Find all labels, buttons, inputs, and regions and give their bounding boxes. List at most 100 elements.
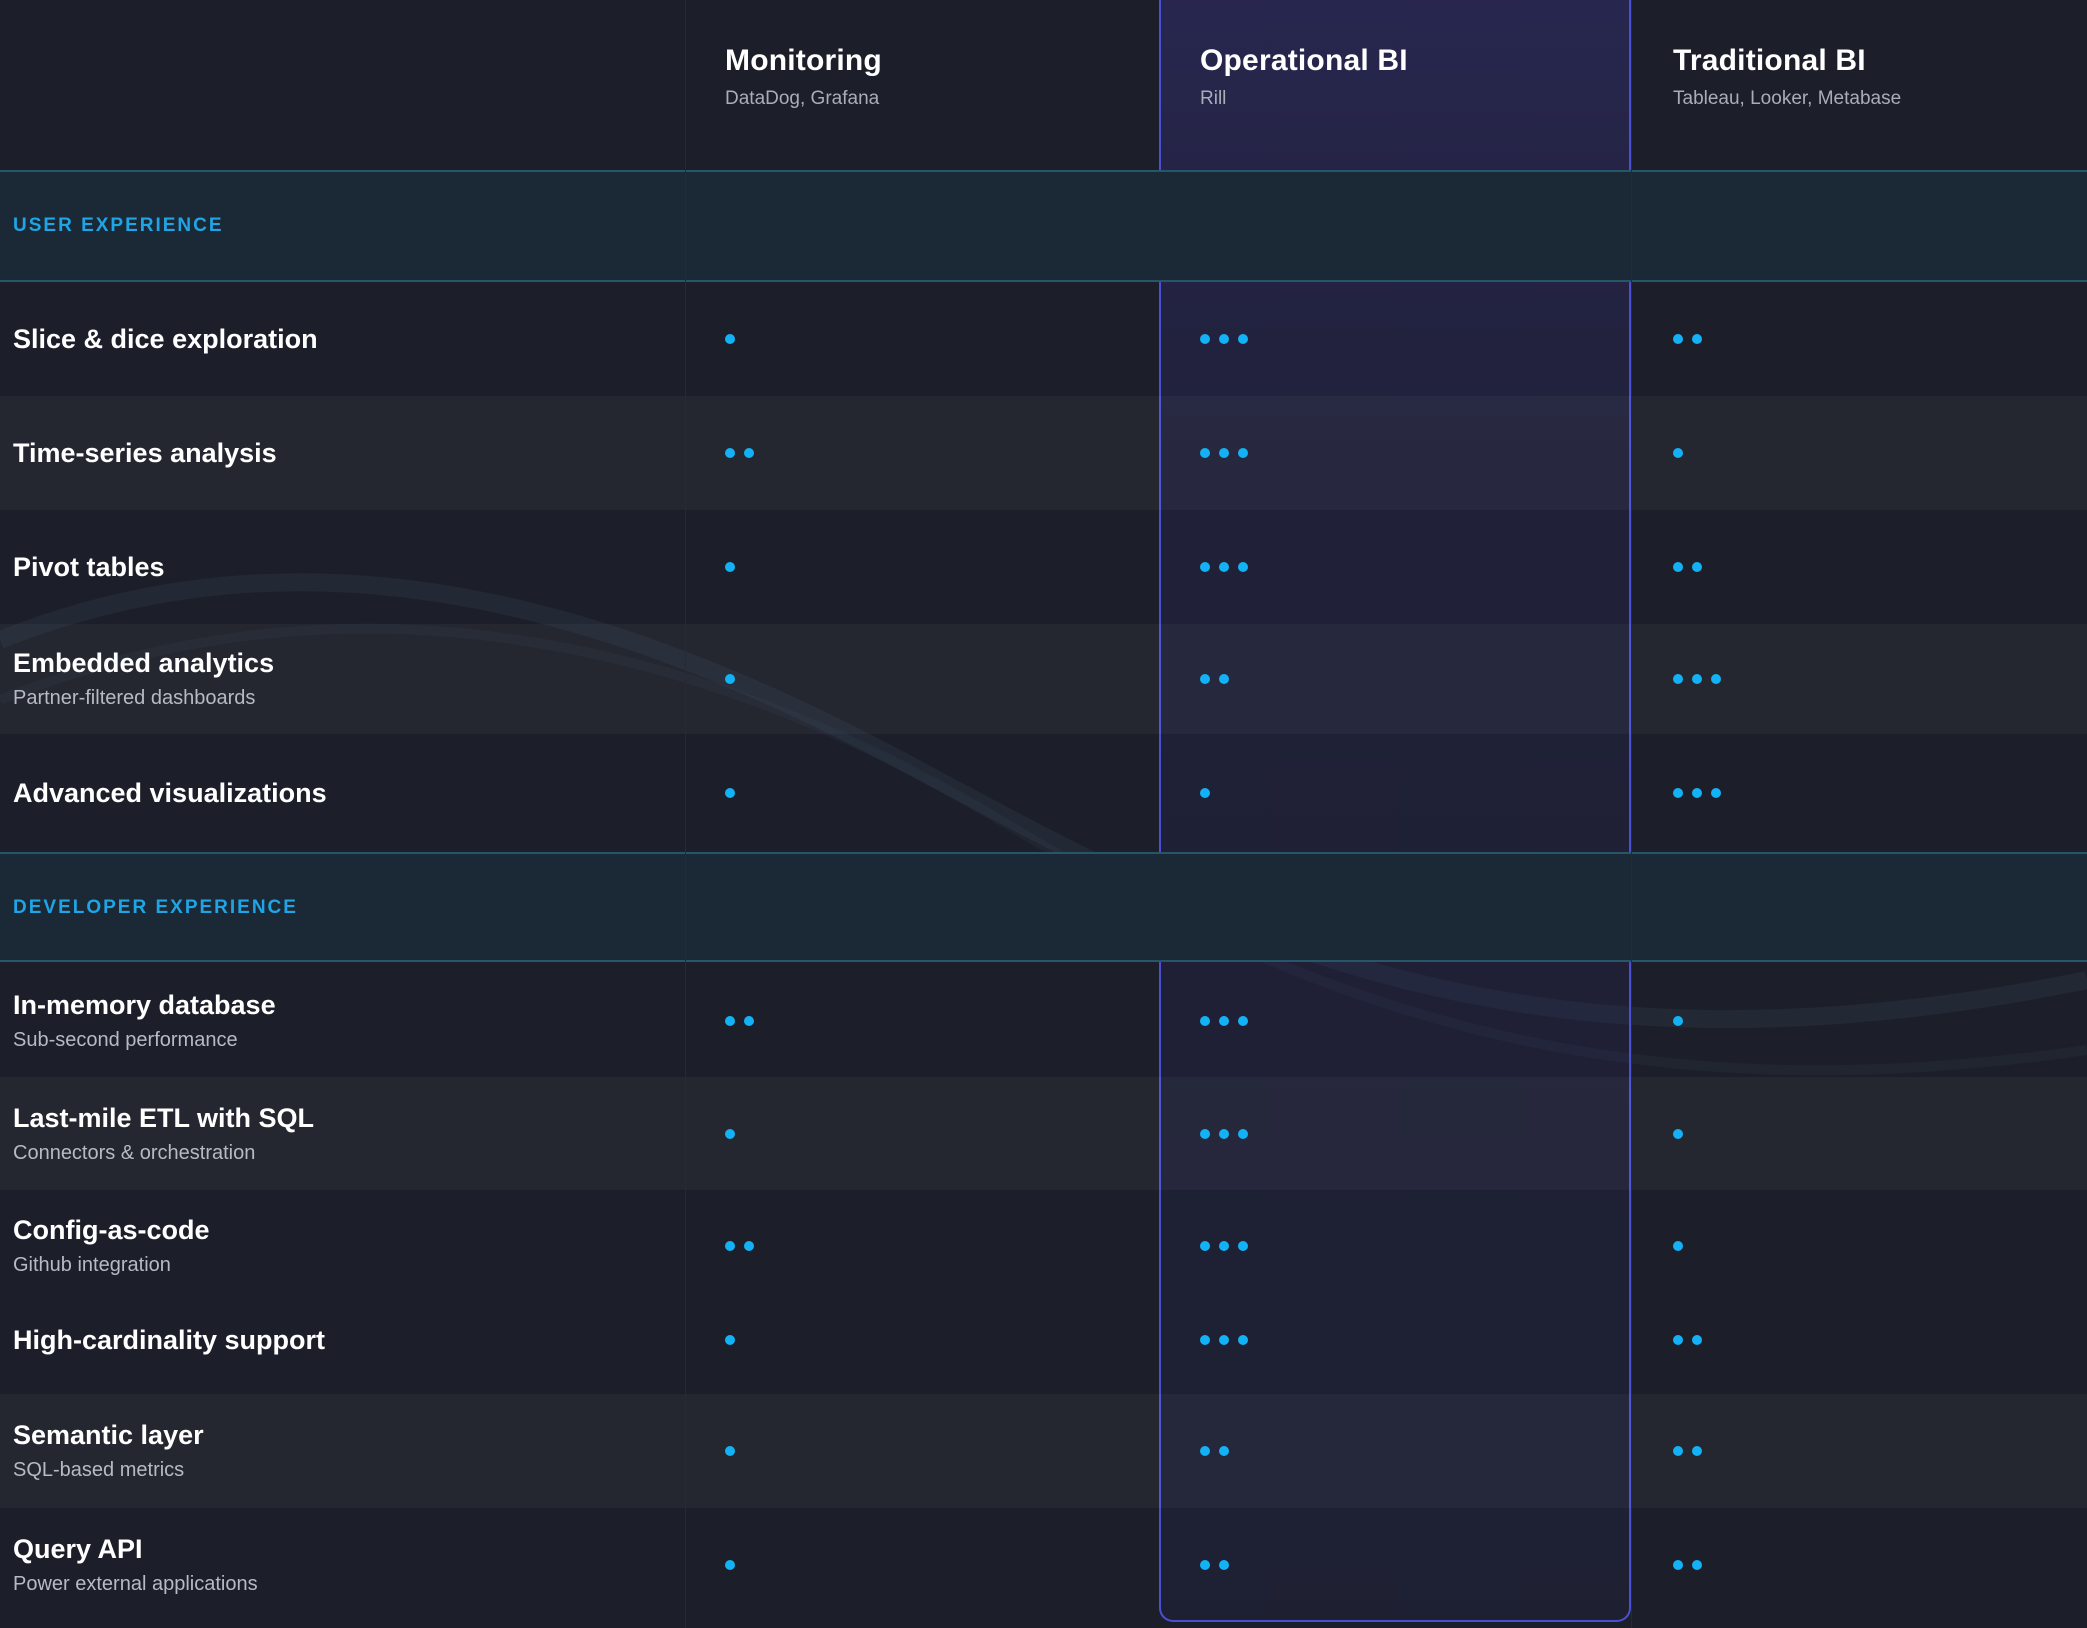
feature-name: Time-series analysis — [13, 437, 277, 468]
column-divider — [685, 0, 686, 1628]
rating-dot — [1219, 1015, 1229, 1026]
rating-dots — [1673, 1302, 1711, 1378]
rating-dot — [1200, 1335, 1210, 1345]
rating-dots — [1200, 734, 1219, 852]
rating-dot — [725, 674, 735, 684]
feature-name: Slice & dice exploration — [13, 323, 318, 354]
rating-dot — [1200, 1241, 1210, 1251]
rating-dot — [1219, 448, 1229, 458]
feature-name: Last-mile ETL with SQL — [13, 1102, 315, 1133]
rating-dot — [1219, 1335, 1229, 1345]
feature-cell: Advanced visualizations — [13, 734, 327, 852]
rating-dots — [725, 396, 763, 510]
rating-dot — [1200, 334, 1210, 344]
rating-dots — [725, 1302, 744, 1378]
rating-dot — [1200, 674, 1210, 684]
rating-dot — [725, 1335, 735, 1345]
rating-dot — [1238, 1015, 1248, 1026]
column-subtitle: Tableau, Looker, Metabase — [1673, 88, 1902, 109]
table-row: Advanced visualizations — [0, 734, 2087, 852]
rating-dot — [1200, 788, 1210, 798]
rating-dots — [1200, 396, 1257, 510]
rating-dots — [1200, 1302, 1257, 1378]
rating-dot — [725, 334, 735, 344]
feature-description: Connectors & orchestration — [13, 1141, 256, 1164]
rating-dot — [1673, 334, 1683, 344]
rating-dot — [1200, 1015, 1210, 1026]
feature-name: High-cardinality support — [13, 1324, 326, 1355]
feature-cell: Semantic layer SQL-based metrics — [13, 1394, 204, 1508]
rating-dot — [1692, 1560, 1702, 1570]
rating-dot — [1673, 674, 1683, 684]
feature-cell: Time-series analysis — [13, 396, 277, 510]
rating-dots — [725, 282, 744, 396]
rating-dot — [1692, 788, 1702, 798]
table-row: Last-mile ETL with SQL Connectors & orch… — [0, 1077, 2087, 1190]
rating-dot — [1673, 1446, 1683, 1456]
rating-dots — [1200, 624, 1238, 734]
section-label: DEVELOPER EXPERIENCE — [13, 897, 298, 918]
rating-dot — [1692, 674, 1702, 684]
feature-cell: In-memory database Sub-second performanc… — [13, 964, 276, 1077]
feature-name: Query API — [13, 1534, 143, 1564]
rating-dot — [1692, 334, 1702, 344]
rating-dot — [725, 562, 735, 572]
rating-dot — [725, 1128, 735, 1139]
feature-description: Github integration — [13, 1254, 171, 1276]
rating-dot — [1673, 1335, 1683, 1345]
section-header-developer-experience: DEVELOPER EXPERIENCE — [0, 852, 2087, 962]
rating-dot — [1238, 448, 1248, 458]
feature-name: In-memory database — [13, 989, 276, 1020]
feature-description: SQL-based metrics — [13, 1459, 185, 1481]
feature-cell: Embedded analytics Partner-filtered dash… — [13, 624, 274, 734]
table-row: In-memory database Sub-second performanc… — [0, 964, 2087, 1077]
column-title: Monitoring — [725, 44, 882, 77]
rating-dots — [1673, 510, 1711, 624]
rating-dot — [725, 788, 735, 798]
rating-dots — [725, 1394, 744, 1508]
table-row: Embedded analytics Partner-filtered dash… — [0, 624, 2087, 734]
feature-cell: Query API Power external applications — [13, 1508, 258, 1622]
column-title: Operational BI — [1200, 44, 1408, 77]
feature-cell: Pivot tables — [13, 510, 165, 624]
rating-dot — [1673, 448, 1683, 458]
rating-dots — [725, 1508, 744, 1622]
feature-cell: Last-mile ETL with SQL Connectors & orch… — [13, 1077, 314, 1190]
rating-dot — [1238, 1241, 1248, 1251]
rating-dot — [1673, 562, 1683, 572]
rating-dot — [725, 1015, 735, 1026]
rating-dots — [1673, 624, 1730, 734]
column-header-traditional-bi: Traditional BI Tableau, Looker, Metabase — [1673, 44, 1901, 110]
rating-dots — [1200, 1190, 1257, 1302]
rating-dots — [1200, 510, 1257, 624]
rating-dot — [1219, 334, 1229, 344]
rating-dots — [1673, 1508, 1711, 1622]
rating-dots — [1200, 1508, 1238, 1622]
section-header-user-experience: USER EXPERIENCE — [0, 172, 2087, 282]
rating-dot — [744, 1015, 754, 1026]
rating-dot — [725, 1560, 735, 1570]
rating-dots — [1673, 734, 1730, 852]
rating-dot — [1238, 334, 1248, 344]
rating-dot — [1692, 562, 1702, 572]
rating-dots — [1200, 282, 1257, 396]
rating-dot — [1219, 674, 1229, 684]
feature-cell: Slice & dice exploration — [13, 282, 318, 396]
column-title: Traditional BI — [1673, 44, 1866, 77]
feature-description: Sub-second performance — [13, 1028, 238, 1051]
rating-dot — [744, 448, 754, 458]
rating-dot — [1673, 1560, 1683, 1570]
rating-dots — [725, 510, 744, 624]
rating-dot — [1219, 562, 1229, 572]
feature-description: Power external applications — [13, 1573, 258, 1595]
rating-dot — [1692, 1446, 1702, 1456]
rating-dot — [725, 448, 735, 458]
column-header-monitoring: Monitoring DataDog, Grafana — [725, 44, 882, 110]
feature-cell: Config-as-code Github integration — [13, 1190, 210, 1302]
rating-dots — [1200, 964, 1257, 1077]
feature-name: Advanced visualizations — [13, 777, 327, 808]
rating-dot — [1673, 1015, 1683, 1026]
feature-name: Embedded analytics — [13, 648, 275, 678]
table-row: Slice & dice exploration — [0, 282, 2087, 396]
rating-dots — [1673, 282, 1711, 396]
